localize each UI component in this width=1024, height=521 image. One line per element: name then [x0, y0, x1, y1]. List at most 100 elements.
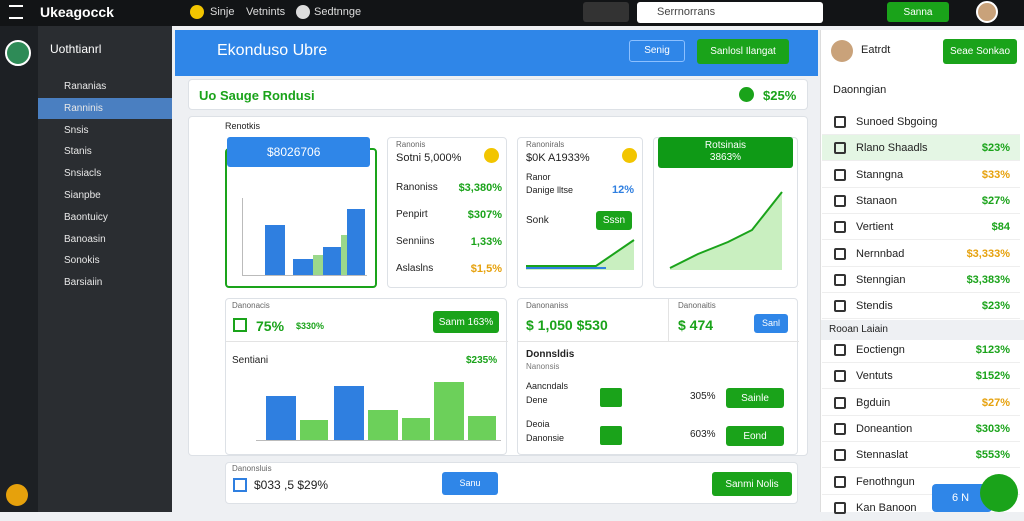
- card-action[interactable]: Sanmi Nolis: [712, 472, 792, 496]
- item-icon: [834, 247, 846, 260]
- row-label: Aslaslns: [396, 263, 434, 274]
- panel-item[interactable]: Fenothngun: [822, 469, 1020, 495]
- panel-item[interactable]: Doneantion $303%: [822, 416, 1020, 442]
- item-value: $23%: [981, 142, 1010, 155]
- panel-item[interactable]: Nernnbad $3,333%: [822, 241, 1020, 267]
- sidebar-item[interactable]: Barsiaiin: [64, 277, 103, 289]
- trend-value: 3863%: [709, 152, 742, 163]
- help-icon[interactable]: [6, 484, 28, 506]
- sidebar-title: Uothtianrl: [50, 42, 102, 56]
- panel-item[interactable]: Stanngna $33%: [822, 162, 1020, 188]
- sidebar-item[interactable]: Sianpbe: [64, 190, 101, 201]
- panel-item[interactable]: Stanaon $27%: [822, 188, 1020, 214]
- item-icon: [834, 344, 846, 356]
- panel-item[interactable]: Stennaslat $553%: [822, 442, 1020, 469]
- panel-button[interactable]: Seae Sonkao: [943, 39, 1017, 64]
- summary-title: Uo Sauge Rondusi: [199, 88, 315, 103]
- item-value: $123%: [975, 344, 1010, 356]
- item-icon: [834, 168, 846, 181]
- bar: [347, 209, 365, 275]
- bar: [300, 420, 328, 440]
- header-action[interactable]: Sanlosl Ilangat: [697, 39, 789, 64]
- nav-item[interactable]: Sedtnnge: [314, 6, 362, 18]
- row-value: $307%: [467, 209, 502, 221]
- item-icon: [834, 116, 846, 128]
- panel-item[interactable]: Rlano Shaadls $23%: [822, 135, 1020, 162]
- brand: Ukeagocck: [40, 4, 114, 20]
- item-icon: [834, 422, 846, 435]
- card-button[interactable]: Sanu: [442, 472, 498, 495]
- card-tag[interactable]: $8026706: [227, 137, 370, 167]
- toggle[interactable]: [583, 2, 629, 22]
- panel-item[interactable]: Ventuts $152%: [822, 363, 1020, 390]
- bar: [293, 259, 313, 275]
- card-title: Danonsluis: [232, 464, 272, 473]
- header: Ekonduso Ubre Senig Sanlosl Ilangat: [175, 30, 818, 76]
- icon: [233, 478, 247, 492]
- item-icon: [834, 221, 846, 234]
- sidebar-item[interactable]: Stanis: [64, 146, 92, 158]
- bar: [434, 382, 464, 440]
- badge: [484, 148, 499, 163]
- item-icon: [834, 449, 846, 462]
- search-box[interactable]: Serrnorrans: [637, 2, 823, 23]
- item-value: $152%: [975, 370, 1010, 383]
- card-title: Danonaitis: [678, 301, 716, 310]
- panel-section: Daonngian: [833, 84, 887, 96]
- header-title: Ekonduso Ubre: [217, 42, 328, 59]
- item-value: $3,383%: [966, 273, 1010, 286]
- card-button[interactable]: Sanm 163%: [433, 311, 499, 333]
- nav-item[interactable]: Sinje: [210, 6, 235, 18]
- card-title: Ranonis: [396, 140, 426, 149]
- card-headline: $0K A1933%: [526, 152, 590, 164]
- stat-card: Ranonirals $0K A1933% Ranor Danige lltse…: [517, 137, 643, 288]
- panel-item[interactable]: Sunoed Sbgoing: [822, 109, 1020, 135]
- divider: [226, 341, 508, 342]
- sidebar-item[interactable]: Snsis: [64, 124, 89, 136]
- top-button[interactable]: Sanna: [887, 2, 949, 22]
- percent: 12%: [612, 184, 635, 196]
- row-label: Ranoniss: [396, 182, 438, 193]
- panel-item[interactable]: Bgduin $27%: [822, 390, 1020, 416]
- row-button[interactable]: Sainle: [726, 388, 784, 408]
- card-title: Danonacis: [232, 301, 270, 310]
- row-badge: [600, 388, 622, 407]
- bar: [313, 255, 323, 275]
- card-button[interactable]: Sssn: [596, 211, 632, 230]
- sidebar-item[interactable]: Sonokis: [64, 255, 100, 267]
- sidebar-item[interactable]: Snsiacls: [64, 168, 102, 180]
- row-value: $1,5%: [470, 263, 502, 275]
- panel-item[interactable]: Stendis $23%: [822, 293, 1020, 320]
- section-sub: Nanonsis: [526, 362, 560, 371]
- card-value: $033 ,5 $29%: [254, 478, 329, 492]
- card-button[interactable]: Sanl: [754, 314, 788, 333]
- panel-item[interactable]: Stenngian $3,383%: [822, 267, 1020, 293]
- item-value: $553%: [975, 449, 1010, 462]
- panel-section: Rooan Laiain: [821, 320, 1024, 340]
- item-value: $27%: [981, 194, 1010, 207]
- row-value: 305%: [690, 391, 716, 402]
- bar: [266, 396, 296, 440]
- nav-item[interactable]: Vetnints: [246, 6, 286, 18]
- sidebar-item[interactable]: Ranninis: [38, 97, 172, 119]
- avatar: [831, 40, 853, 62]
- item-icon: [834, 300, 846, 313]
- sidebar-item[interactable]: Rananias: [64, 81, 107, 92]
- divider: [668, 299, 669, 341]
- fab[interactable]: [980, 474, 1018, 512]
- menu-icon[interactable]: [9, 5, 23, 19]
- sidebar-item[interactable]: Baontuicy: [64, 211, 108, 223]
- card-headline: Sotni 5,000%: [396, 152, 462, 164]
- section-title: Renotkis: [225, 121, 261, 131]
- label: Danige lltse: [526, 185, 574, 195]
- row-value: $3,380%: [458, 182, 502, 194]
- summary-value: $25%: [763, 88, 797, 103]
- sidebar-item[interactable]: Banoasin: [64, 233, 106, 245]
- panel-item[interactable]: Vertient $84: [822, 214, 1020, 241]
- avatar[interactable]: [976, 1, 998, 23]
- panel-item[interactable]: Eoctiengn $123%: [822, 337, 1020, 363]
- right-panel: Eatrdt Seae Sonkao Daonngian Rooan Laiai…: [820, 30, 1024, 512]
- row-label: Dene: [526, 395, 548, 405]
- header-button[interactable]: Senig: [629, 40, 685, 62]
- row-button[interactable]: Eond: [726, 426, 784, 446]
